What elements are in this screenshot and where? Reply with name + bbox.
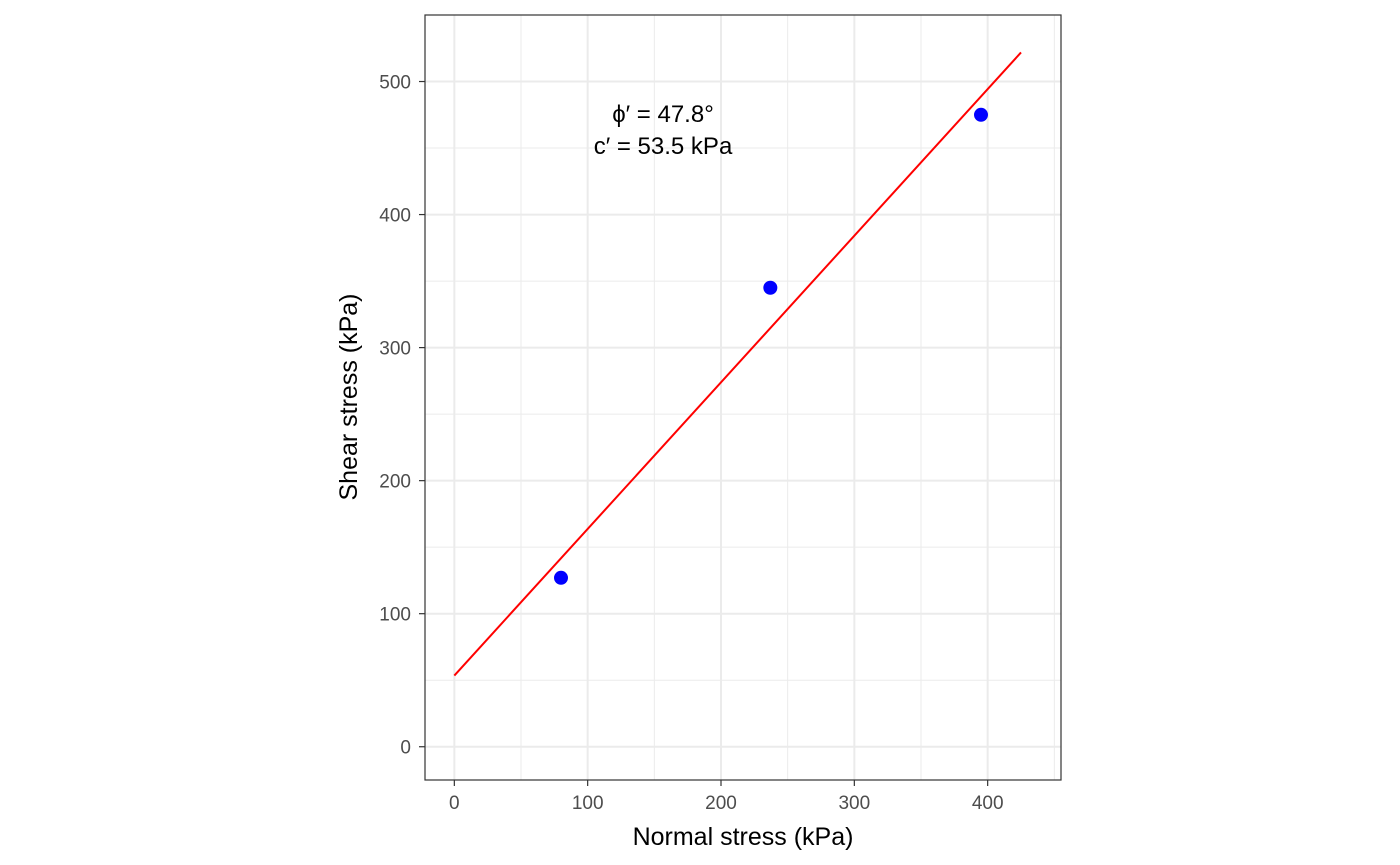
y-tick-label: 0 bbox=[400, 738, 411, 759]
y-axis: 0 100 200 300 400 500 bbox=[379, 73, 425, 759]
x-tick-label: 300 bbox=[838, 793, 870, 814]
panel-border bbox=[424, 14, 1062, 781]
x-axis: 0 100 200 300 400 bbox=[449, 780, 1004, 814]
x-tick-label: 100 bbox=[572, 793, 604, 814]
fit-line-layer bbox=[453, 51, 1022, 677]
points-layer bbox=[554, 107, 988, 585]
y-tick-label: 200 bbox=[379, 472, 411, 493]
data-point bbox=[974, 107, 988, 122]
annotation-friction-angle: ϕ′ = 47.8° bbox=[612, 101, 714, 128]
y-tick-label: 400 bbox=[379, 206, 411, 227]
y-tick-label: 300 bbox=[379, 339, 411, 360]
y-axis-title: Shear stress (kPa) bbox=[335, 293, 363, 500]
x-tick-label: 0 bbox=[449, 793, 460, 814]
x-axis-title: Normal stress (kPa) bbox=[633, 823, 854, 851]
grid-major bbox=[425, 15, 1061, 780]
y-tick-label: 500 bbox=[379, 73, 411, 94]
grid-minor bbox=[425, 15, 1061, 780]
fit-line bbox=[453, 51, 1022, 677]
x-tick-label: 400 bbox=[972, 793, 1004, 814]
data-point bbox=[763, 280, 778, 295]
y-tick-label: 100 bbox=[379, 605, 411, 626]
x-tick-label: 200 bbox=[705, 793, 737, 814]
annotation-cohesion: c′ = 53.5 kPa bbox=[594, 133, 733, 160]
data-point bbox=[554, 570, 568, 585]
